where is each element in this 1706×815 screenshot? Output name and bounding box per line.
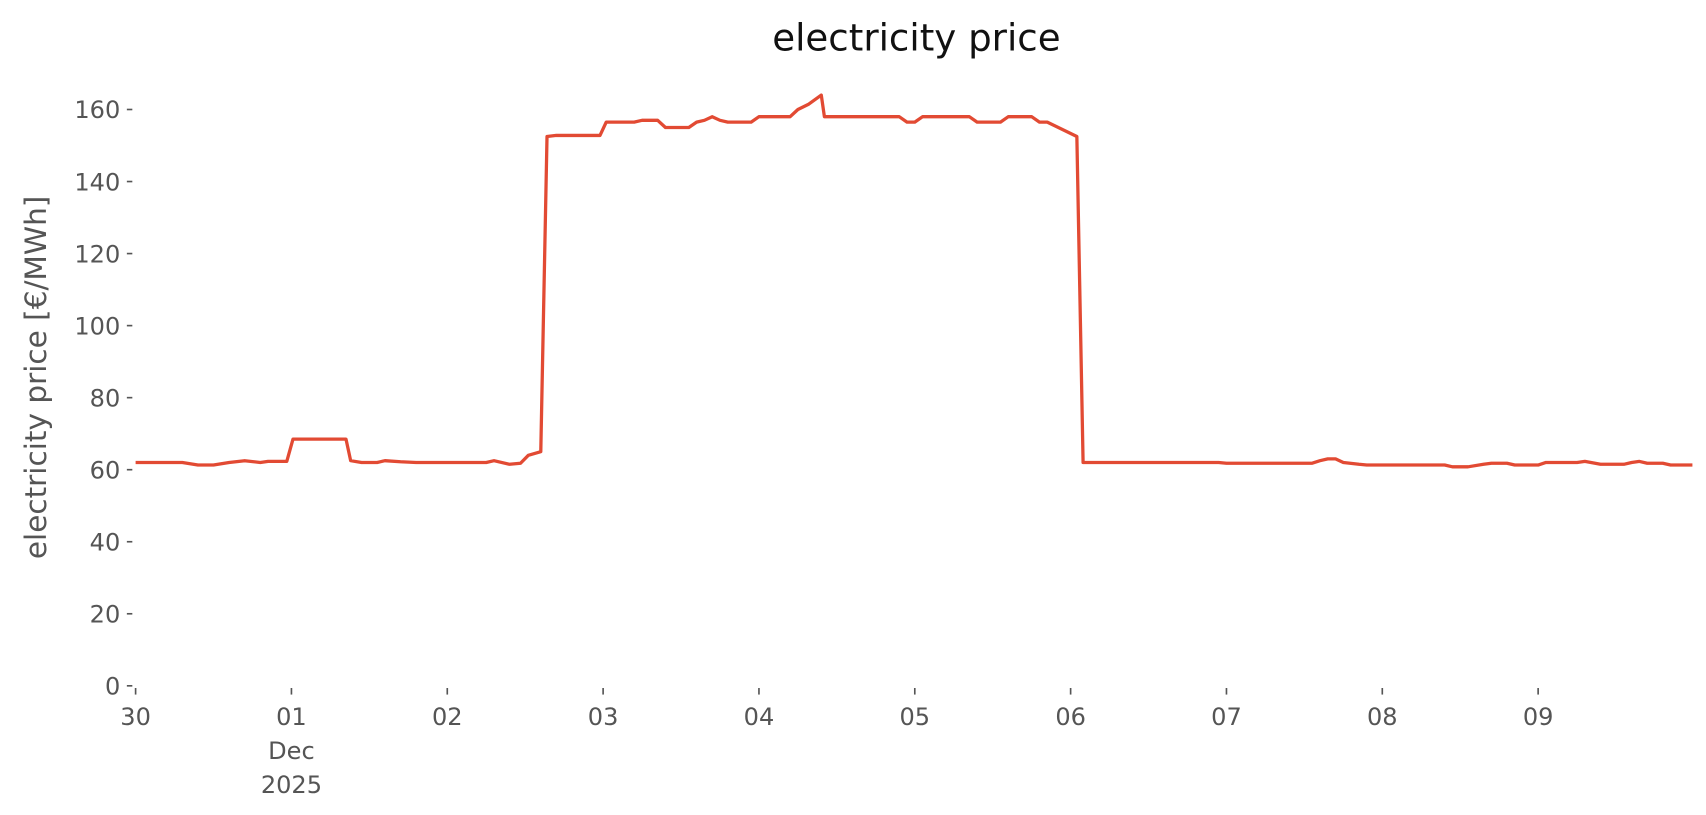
y-tick-label: 100 [74, 312, 120, 340]
x-tick-label-line: 01 [276, 703, 307, 731]
x-tick-label: 07 [1211, 703, 1242, 731]
x-tick-label: 05 [899, 703, 930, 731]
x-tick-label-line: 2025 [261, 771, 322, 799]
x-tick-label: 01 Dec 2025 [261, 703, 322, 799]
y-tick-label: 20 [90, 601, 121, 629]
y-tick-label: 120 [74, 240, 120, 268]
x-tick-label-line: 09 [1523, 703, 1554, 731]
y-tick-label: 80 [90, 384, 121, 412]
x-tick-label-line: 30 [120, 703, 151, 731]
x-tick-label-line: 08 [1367, 703, 1398, 731]
x-tick-label: 03 [588, 703, 619, 731]
x-tick-label-line: 04 [744, 703, 775, 731]
x-tick-label: 30 [120, 703, 151, 731]
x-tick-label: 04 [744, 703, 775, 731]
x-tick-label: 02 [432, 703, 463, 731]
x-tick-label: 08 [1367, 703, 1398, 731]
x-tick-label-line: 06 [1055, 703, 1086, 731]
y-tick-label: 40 [90, 528, 121, 556]
x-tick-label-line: 02 [432, 703, 463, 731]
x-tick-label-line: Dec [268, 737, 315, 765]
x-tick-label-line: 05 [899, 703, 930, 731]
y-tick-label: 0 [105, 673, 120, 701]
y-tick-label: 140 [74, 168, 120, 196]
x-tick-label-line: 07 [1211, 703, 1242, 731]
chart-title: electricity price [772, 15, 1060, 59]
y-axis-label: electricity price [€/MWh] [19, 196, 53, 559]
price-line [135, 93, 1693, 469]
y-tick-label: 60 [90, 456, 121, 484]
x-tick-label: 09 [1523, 703, 1554, 731]
x-tick-label-line: 03 [588, 703, 619, 731]
x-tick-label: 06 [1055, 703, 1086, 731]
y-tick-label: 160 [74, 96, 120, 124]
